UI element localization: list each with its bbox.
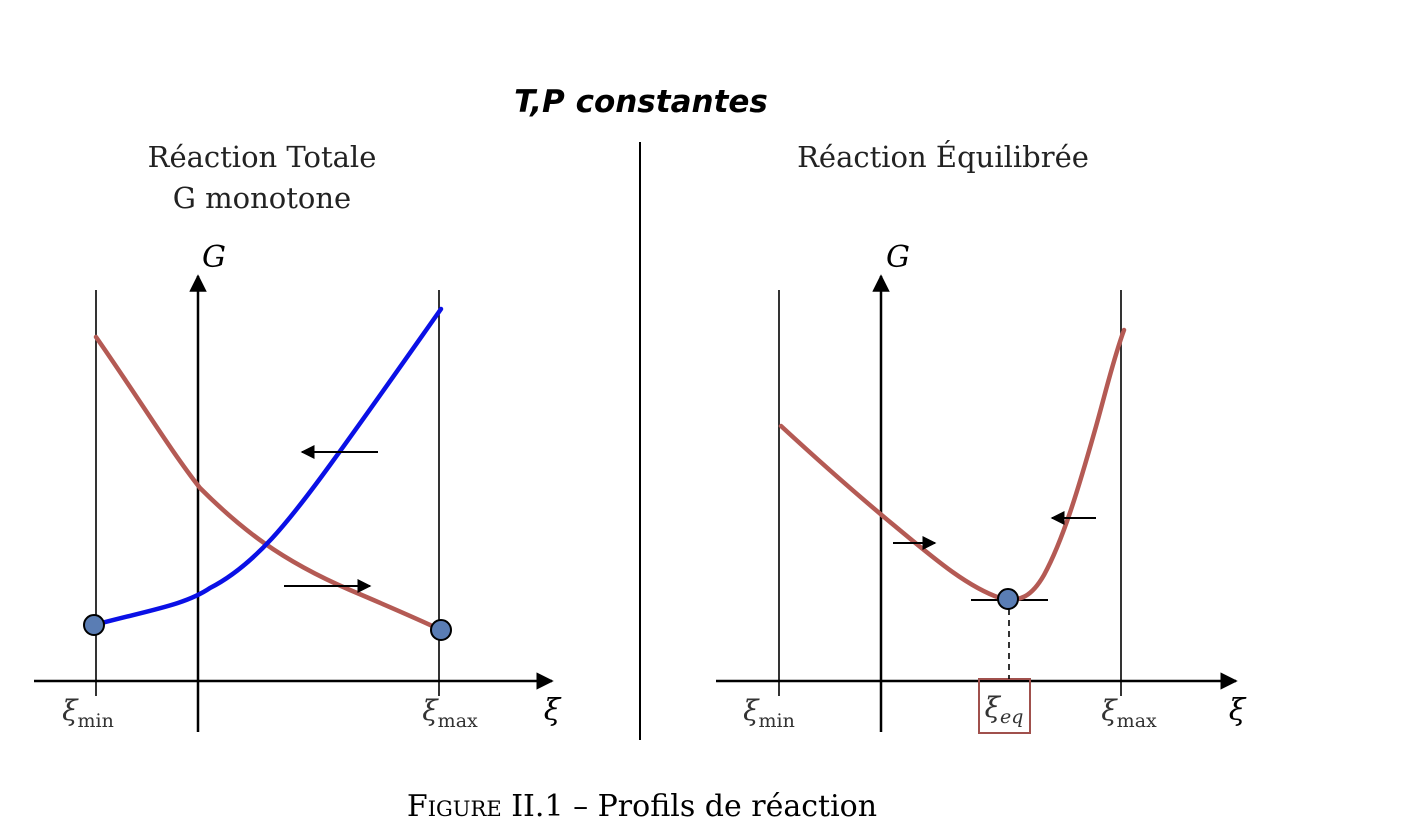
- main-title: T,P constantes: [514, 84, 768, 120]
- right-y-axis-label: G: [886, 240, 910, 275]
- left-x-axis-label: ξ: [544, 693, 562, 728]
- right-panel: Réaction Équilibrée G ξ ξmin ξmax ξeq: [716, 139, 1247, 734]
- figure-caption: Figure II.1 – Profils de réaction: [407, 789, 877, 824]
- xi-eq-box: [978, 678, 1031, 734]
- right-gibbs-curve: [778, 327, 1127, 602]
- caption-number: II.1: [511, 789, 563, 824]
- left-decreasing-curve: [93, 334, 444, 633]
- left-xi-min-label: ξmin: [62, 694, 114, 732]
- xi-eq-label: ξeq: [985, 691, 1024, 728]
- caption-text: Profils de réaction: [598, 789, 877, 824]
- caption-prefix: Figure: [407, 789, 502, 824]
- caption-separator: –: [573, 789, 588, 824]
- left-point-at-min: [83, 614, 105, 636]
- right-x-axis-label: ξ: [1229, 693, 1247, 728]
- right-title: Réaction Équilibrée: [797, 139, 1089, 174]
- left-increasing-curve: [91, 306, 444, 628]
- left-point-at-max: [430, 619, 452, 641]
- equilibrium-point: [997, 588, 1019, 610]
- left-title-line1: Réaction Totale: [148, 140, 377, 174]
- left-y-axis-label: G: [202, 240, 226, 275]
- right-xi-max-label: ξmax: [1101, 694, 1157, 732]
- right-xi-min-label: ξmin: [743, 694, 795, 732]
- left-title-line2: G monotone: [173, 181, 351, 215]
- left-xi-max-label: ξmax: [422, 694, 478, 732]
- left-panel: Réaction Totale G monotone G ξ ξmin ξmax: [34, 140, 562, 732]
